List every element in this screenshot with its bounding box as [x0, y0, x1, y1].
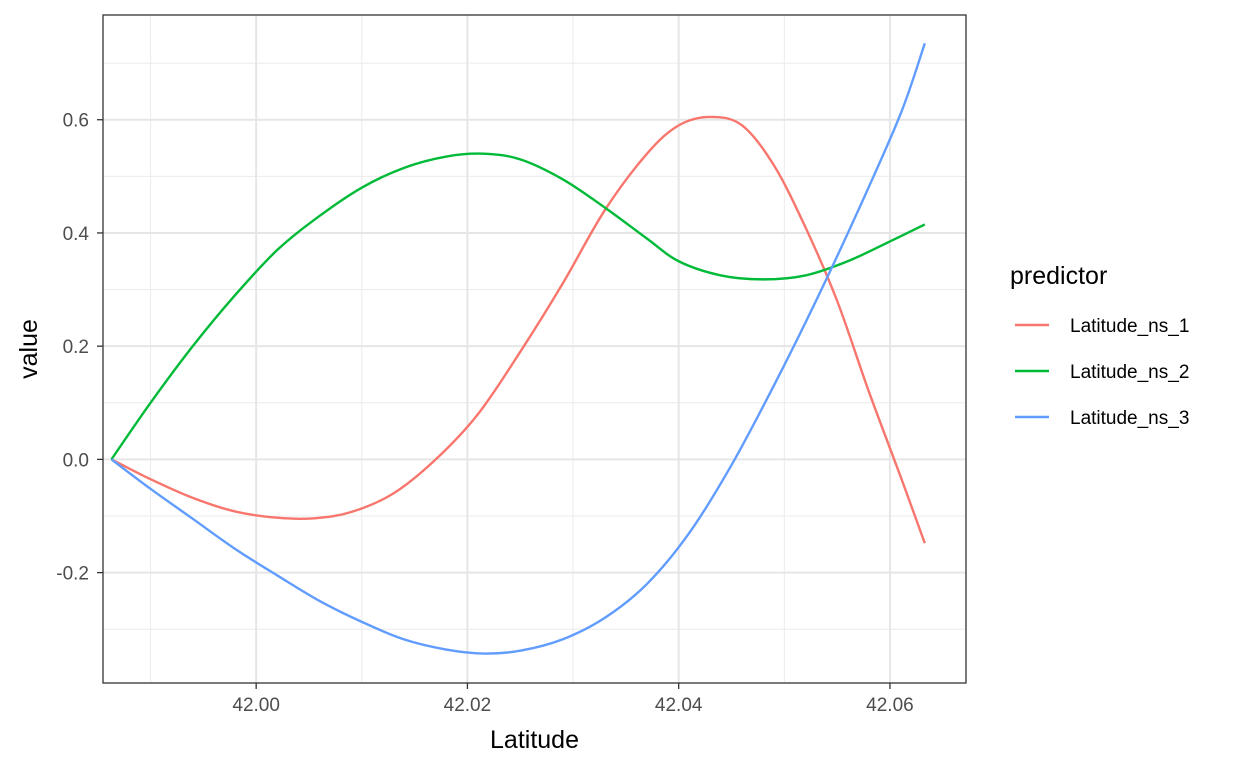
- x-tick-label: 42.06: [866, 695, 914, 716]
- minor-gridlines: [103, 15, 966, 683]
- y-axis-title: value: [15, 319, 43, 379]
- x-axis-ticks: 42.00 42.02 42.04 42.06: [232, 683, 914, 716]
- legend-title: predictor: [1010, 262, 1107, 290]
- y-tick-label: -0.2: [56, 564, 89, 585]
- legend-item-label: Latitude_ns_1: [1070, 316, 1189, 337]
- series-lines: [110, 42, 926, 655]
- x-tick-label: 42.00: [232, 695, 280, 716]
- major-gridlines: [103, 15, 966, 683]
- y-tick-label: 0.4: [63, 224, 90, 245]
- legend: predictor Latitude_ns_1 Latitude_ns_2 Lati…: [1010, 262, 1189, 434]
- y-axis-ticks: -0.2 0.0 0.2 0.4 0.6: [56, 111, 103, 585]
- y-tick-label: 0.2: [63, 337, 89, 358]
- x-tick-label: 42.04: [655, 695, 703, 716]
- y-tick-label: 0.6: [63, 111, 89, 132]
- x-axis-title: Latitude: [490, 726, 579, 754]
- plot-panel-border: [102, 14, 967, 684]
- series-line-2: [110, 152, 926, 461]
- legend-item-label: Latitude_ns_3: [1070, 408, 1189, 429]
- y-tick-label: 0.0: [63, 450, 89, 471]
- legend-item-label: Latitude_ns_2: [1070, 362, 1189, 383]
- x-tick-label: 42.02: [444, 695, 492, 716]
- series-line-3: [110, 42, 926, 655]
